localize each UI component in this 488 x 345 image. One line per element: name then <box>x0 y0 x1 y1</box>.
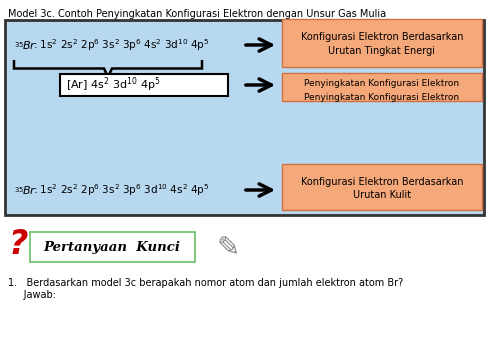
Text: $\mathit{Br}$: $\mathit{Br}$ <box>22 39 37 51</box>
Text: ✎: ✎ <box>216 234 239 262</box>
FancyBboxPatch shape <box>5 20 483 215</box>
Text: $\mathit{Br}$: $\mathit{Br}$ <box>22 184 37 196</box>
FancyBboxPatch shape <box>282 73 481 101</box>
Text: $_{35}$: $_{35}$ <box>14 185 24 195</box>
Text: Konfigurasi Elektron Berdasarkan: Konfigurasi Elektron Berdasarkan <box>300 32 462 42</box>
FancyBboxPatch shape <box>282 19 481 67</box>
Text: ?: ? <box>8 228 28 262</box>
Text: Urutan Tingkat Energi: Urutan Tingkat Energi <box>328 46 435 56</box>
FancyBboxPatch shape <box>282 164 481 210</box>
Text: 1.   Berdasarkan model 3c berapakah nomor atom dan jumlah elektron atom Br?: 1. Berdasarkan model 3c berapakah nomor … <box>8 278 403 288</box>
Text: Penyingkatan Konfigurasi Elektron: Penyingkatan Konfigurasi Elektron <box>304 92 459 101</box>
Text: : 1s$^2$ 2s$^2$ 2p$^6$ 3s$^2$ 3p$^6$ 4s$^2$ 3d$^{10}$ 4p$^5$: : 1s$^2$ 2s$^2$ 2p$^6$ 3s$^2$ 3p$^6$ 4s$… <box>33 37 209 53</box>
Text: Penyingkatan Konfigurasi Elektron: Penyingkatan Konfigurasi Elektron <box>304 79 459 89</box>
Text: : 1s$^2$ 2s$^2$ 2p$^6$ 3s$^2$ 3p$^6$ 3d$^{10}$ 4s$^2$ 4p$^5$: : 1s$^2$ 2s$^2$ 2p$^6$ 3s$^2$ 3p$^6$ 3d$… <box>33 182 209 198</box>
Text: Pertanyaan  Kunci: Pertanyaan Kunci <box>43 240 180 254</box>
Text: Model 3c. Contoh Penyingkatan Konfigurasi Elektron dengan Unsur Gas Mulia: Model 3c. Contoh Penyingkatan Konfiguras… <box>8 9 386 19</box>
Text: $_{35}$: $_{35}$ <box>14 40 24 50</box>
Text: Jawab:: Jawab: <box>8 290 56 300</box>
Text: Urutan Kulit: Urutan Kulit <box>352 190 410 200</box>
FancyBboxPatch shape <box>30 232 195 262</box>
Text: [Ar] 4s$^2$ 3d$^{10}$ 4p$^5$: [Ar] 4s$^2$ 3d$^{10}$ 4p$^5$ <box>66 76 161 94</box>
FancyBboxPatch shape <box>60 74 227 96</box>
Text: Konfigurasi Elektron Berdasarkan: Konfigurasi Elektron Berdasarkan <box>300 177 462 187</box>
